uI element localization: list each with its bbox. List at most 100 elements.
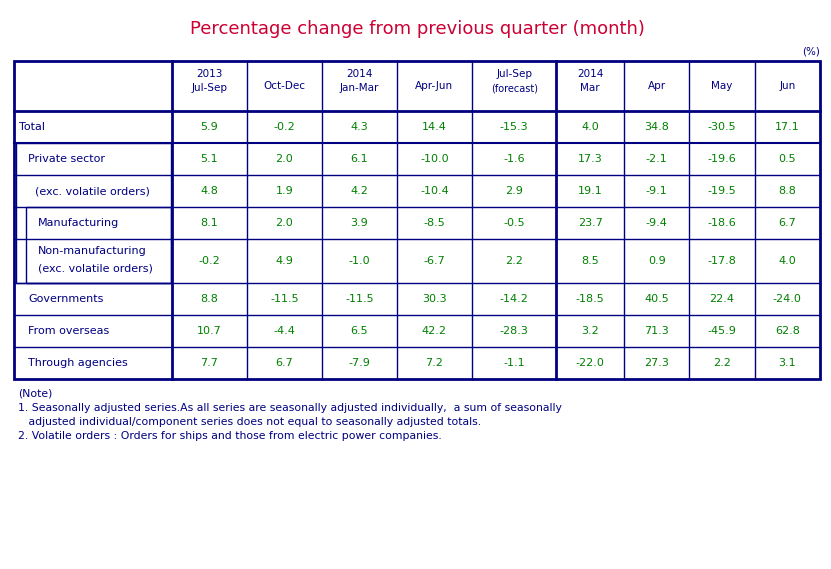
Text: 4.2: 4.2 — [351, 186, 368, 196]
Text: -4.4: -4.4 — [273, 326, 295, 336]
Text: 8.8: 8.8 — [200, 294, 219, 304]
Text: Through agencies: Through agencies — [28, 358, 128, 368]
Text: -45.9: -45.9 — [708, 326, 736, 336]
Text: -2.1: -2.1 — [646, 154, 667, 164]
Text: -22.0: -22.0 — [576, 358, 605, 368]
Text: -1.6: -1.6 — [504, 154, 525, 164]
Text: From overseas: From overseas — [28, 326, 109, 336]
Text: 6.7: 6.7 — [779, 218, 796, 228]
Text: Private sector: Private sector — [28, 154, 105, 164]
Text: -0.2: -0.2 — [199, 256, 220, 266]
Text: 71.3: 71.3 — [644, 326, 669, 336]
Text: -17.8: -17.8 — [708, 256, 736, 266]
Text: 34.8: 34.8 — [644, 122, 669, 132]
Text: -11.5: -11.5 — [345, 294, 374, 304]
Text: Apr: Apr — [647, 81, 666, 91]
Bar — [26, 207, 171, 283]
Text: 5.9: 5.9 — [200, 122, 219, 132]
Text: Apr-Jun: Apr-Jun — [416, 81, 454, 91]
Text: 2013: 2013 — [196, 69, 223, 79]
Text: Non-manufacturing: Non-manufacturing — [38, 246, 147, 256]
Text: 4.0: 4.0 — [582, 122, 599, 132]
Text: 1.9: 1.9 — [276, 186, 293, 196]
Text: 8.8: 8.8 — [779, 186, 796, 196]
Text: Jul-Sep: Jul-Sep — [191, 83, 228, 93]
Text: Total: Total — [19, 122, 45, 132]
Bar — [14, 61, 820, 379]
Text: -24.0: -24.0 — [773, 294, 802, 304]
Text: 1. Seasonally adjusted series.As all series are seasonally adjusted individually: 1. Seasonally adjusted series.As all ser… — [18, 403, 562, 413]
Text: (Note): (Note) — [18, 389, 52, 399]
Text: 2.0: 2.0 — [276, 218, 293, 228]
Text: 62.8: 62.8 — [775, 326, 799, 336]
Text: 17.1: 17.1 — [775, 122, 799, 132]
Text: 0.9: 0.9 — [648, 256, 666, 266]
Text: 4.9: 4.9 — [276, 256, 293, 266]
Text: 0.5: 0.5 — [779, 154, 796, 164]
Text: -9.4: -9.4 — [646, 218, 668, 228]
Text: -8.5: -8.5 — [424, 218, 445, 228]
Text: -0.2: -0.2 — [273, 122, 295, 132]
Text: -14.2: -14.2 — [499, 294, 529, 304]
Text: 3.1: 3.1 — [779, 358, 796, 368]
Bar — [16, 143, 171, 283]
Text: 2014: 2014 — [347, 69, 372, 79]
Text: Mar: Mar — [581, 83, 600, 93]
Text: 5.1: 5.1 — [200, 154, 219, 164]
Text: 17.3: 17.3 — [578, 154, 602, 164]
Text: 8.1: 8.1 — [200, 218, 219, 228]
Text: 6.1: 6.1 — [351, 154, 368, 164]
Text: Jan-Mar: Jan-Mar — [340, 83, 379, 93]
Text: 2.0: 2.0 — [276, 154, 293, 164]
Text: 3.2: 3.2 — [582, 326, 599, 336]
Text: 4.3: 4.3 — [351, 122, 368, 132]
Text: -18.5: -18.5 — [576, 294, 605, 304]
Text: -15.3: -15.3 — [499, 122, 529, 132]
Text: 6.7: 6.7 — [276, 358, 293, 368]
Text: 40.5: 40.5 — [644, 294, 669, 304]
Text: 7.2: 7.2 — [425, 358, 443, 368]
Text: (exc. volatile orders): (exc. volatile orders) — [38, 264, 153, 274]
Text: Jun: Jun — [779, 81, 795, 91]
Text: Oct-Dec: Oct-Dec — [263, 81, 306, 91]
Text: Jul-Sep: Jul-Sep — [496, 69, 532, 79]
Text: 2014: 2014 — [577, 69, 603, 79]
Text: -28.3: -28.3 — [499, 326, 529, 336]
Text: adjusted individual/component series does not equal to seasonally adjusted total: adjusted individual/component series doe… — [18, 417, 481, 427]
Text: 30.3: 30.3 — [422, 294, 446, 304]
Text: 27.3: 27.3 — [644, 358, 669, 368]
Text: -19.5: -19.5 — [708, 186, 736, 196]
Text: 8.5: 8.5 — [582, 256, 599, 266]
Text: 4.8: 4.8 — [200, 186, 219, 196]
Text: 3.9: 3.9 — [351, 218, 368, 228]
Text: -10.4: -10.4 — [420, 186, 449, 196]
Text: 42.2: 42.2 — [422, 326, 447, 336]
Text: 2. Volatile orders : Orders for ships and those from electric power companies.: 2. Volatile orders : Orders for ships an… — [18, 431, 442, 441]
Text: May: May — [711, 81, 733, 91]
Text: -9.1: -9.1 — [646, 186, 667, 196]
Text: 23.7: 23.7 — [578, 218, 602, 228]
Text: -7.9: -7.9 — [348, 358, 371, 368]
Text: -30.5: -30.5 — [708, 122, 736, 132]
Text: 2.2: 2.2 — [713, 358, 731, 368]
Text: 2.2: 2.2 — [505, 256, 523, 266]
Text: -0.5: -0.5 — [504, 218, 525, 228]
Text: 6.5: 6.5 — [351, 326, 368, 336]
Text: Governments: Governments — [28, 294, 103, 304]
Text: 14.4: 14.4 — [422, 122, 447, 132]
Text: Manufacturing: Manufacturing — [38, 218, 120, 228]
Text: 7.7: 7.7 — [200, 358, 219, 368]
Text: -11.5: -11.5 — [270, 294, 299, 304]
Text: 2.9: 2.9 — [505, 186, 523, 196]
Text: (forecast): (forecast) — [490, 83, 538, 93]
Text: -10.0: -10.0 — [420, 154, 449, 164]
Text: -6.7: -6.7 — [424, 256, 445, 266]
Text: -19.6: -19.6 — [708, 154, 736, 164]
Text: (%): (%) — [802, 47, 820, 57]
Text: 22.4: 22.4 — [710, 294, 735, 304]
Text: 19.1: 19.1 — [578, 186, 602, 196]
Text: Percentage change from previous quarter (month): Percentage change from previous quarter … — [189, 20, 644, 38]
Text: 4.0: 4.0 — [779, 256, 796, 266]
Text: -1.0: -1.0 — [348, 256, 370, 266]
Text: 10.7: 10.7 — [197, 326, 222, 336]
